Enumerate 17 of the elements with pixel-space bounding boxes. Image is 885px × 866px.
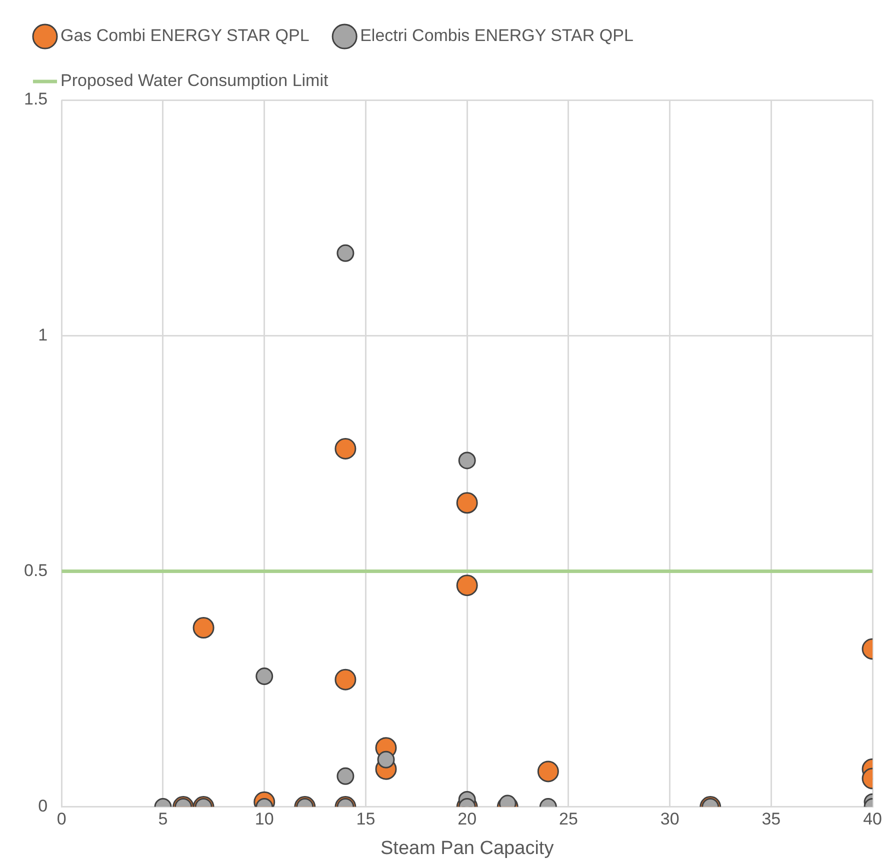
legend-label: Electri Combis ENERGY STAR QPL: [360, 26, 634, 46]
x-tick-label: 0: [56, 810, 66, 829]
legend-label: Proposed Water Consumption Limit: [60, 71, 328, 90]
x-tick-label: 15: [356, 810, 376, 829]
legend-label: Gas Combi ENERGY STAR QPL: [60, 26, 310, 46]
y-tick-label: 1.5: [24, 90, 48, 109]
y-tick-label: 1: [38, 325, 48, 344]
x-axis-title: Steam Pan Capacity: [380, 838, 554, 859]
x-tick-label: 25: [558, 810, 578, 829]
x-tick-label: 20: [458, 810, 477, 829]
x-tick-label: 40: [863, 810, 882, 829]
x-tick-label: 35: [762, 810, 781, 829]
y-tick-label: 0.5: [24, 560, 48, 580]
x-tick-label: 5: [158, 810, 168, 829]
x-tick-label: 10: [254, 810, 274, 829]
y-tick-label: 0: [38, 796, 48, 816]
x-tick-label: 30: [660, 810, 680, 829]
